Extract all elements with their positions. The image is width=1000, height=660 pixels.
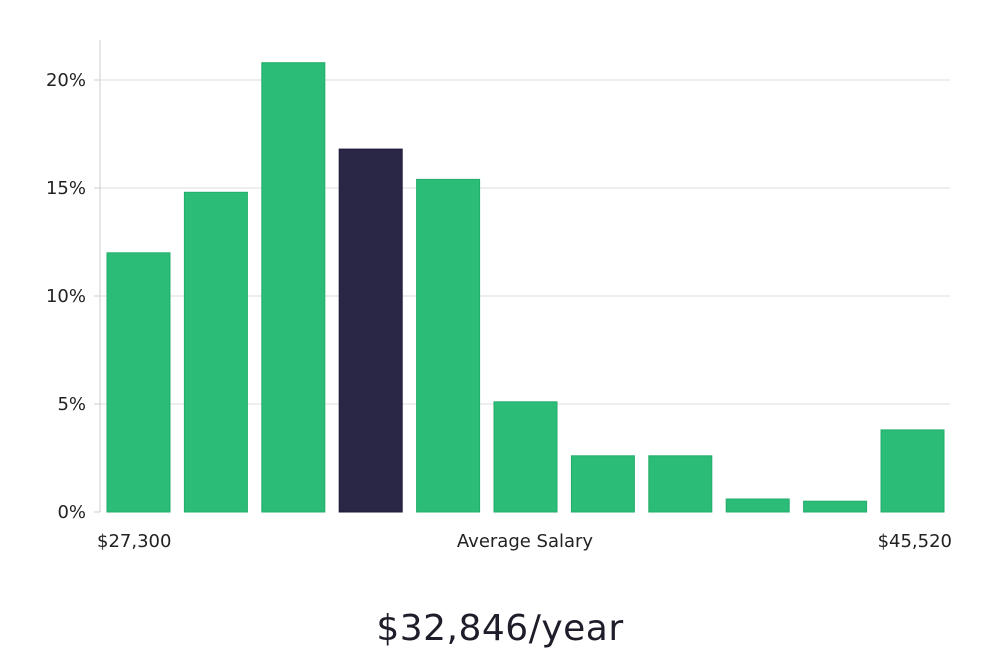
- y-tick-label: 0%: [57, 502, 86, 523]
- bar: [493, 401, 558, 513]
- x-axis-title: Average Salary: [457, 531, 594, 552]
- bar: [106, 252, 171, 513]
- bar: [880, 429, 945, 513]
- bar: [183, 191, 248, 513]
- x-min-label: $27,300: [97, 531, 171, 552]
- salary-histogram: 0% 5% 10% 15% 20% $27,300 Average Salary $45…: [46, 40, 952, 552]
- bar: [570, 455, 635, 513]
- bar: [803, 500, 868, 513]
- y-tick-label: 5%: [57, 394, 86, 415]
- bars: [106, 62, 945, 513]
- bar-highlighted: [338, 148, 403, 513]
- y-tick-label: 20%: [46, 70, 86, 91]
- bar: [725, 498, 790, 513]
- y-tick-labels: 0% 5% 10% 15% 20%: [46, 70, 100, 523]
- y-tick-label: 15%: [46, 178, 86, 199]
- y-tick-label: 10%: [46, 286, 86, 307]
- bar: [261, 62, 326, 513]
- x-max-label: $45,520: [878, 531, 952, 552]
- bar: [416, 178, 481, 513]
- bar: [648, 455, 713, 513]
- average-salary-value: $32,846/year: [376, 608, 624, 649]
